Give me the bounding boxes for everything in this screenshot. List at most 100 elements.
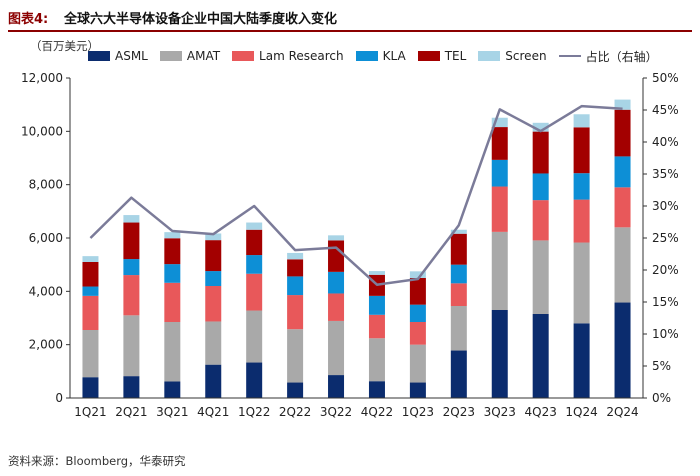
legend-item-lam: Lam Research — [232, 49, 344, 63]
figure-title: 全球六大半导体设备企业中国大陆季度收入变化 — [64, 12, 338, 27]
bar-asml — [287, 382, 304, 398]
unit-label: （百万美元） — [30, 39, 99, 53]
bar-asml — [573, 323, 590, 398]
bar-kla — [287, 276, 304, 296]
bar-screen — [123, 215, 140, 223]
bar-asml — [246, 362, 263, 398]
bar-tel — [491, 127, 508, 160]
bar-screen — [614, 99, 631, 110]
legend-label-screen: Screen — [505, 49, 547, 63]
legend-label-amat: AMAT — [186, 49, 221, 63]
bar-kla — [532, 173, 549, 201]
bar-amat — [328, 320, 345, 376]
bar-screen — [532, 122, 549, 132]
bar-kla — [205, 271, 222, 286]
chart-legend: ASML AMAT Lam Research KLA TEL Screen 占比… — [88, 47, 670, 65]
bar-screen — [368, 271, 385, 275]
y-left-tick-label: 4,000 — [29, 284, 63, 298]
bar-lam-research — [573, 199, 590, 243]
bar-screen — [164, 232, 181, 239]
y-left-tick-label: 12,000 — [21, 71, 63, 85]
bar-screen — [246, 222, 263, 230]
bar-lam-research — [532, 200, 549, 241]
bar-asml — [164, 381, 181, 398]
y-right-tick-label: 25% — [652, 231, 679, 245]
bar-amat — [82, 330, 99, 378]
bar-asml — [368, 381, 385, 398]
bar-kla — [164, 264, 181, 283]
bar-asml — [123, 376, 140, 398]
bar-screen — [287, 252, 304, 260]
y-right-tick-label: 35% — [652, 167, 679, 181]
y-left-tick-label: 2,000 — [29, 338, 63, 352]
bar-screen — [205, 233, 222, 241]
bar-screen — [573, 114, 590, 128]
x-tick-label: 3Q21 — [156, 405, 188, 419]
y-right-tick-label: 40% — [652, 135, 679, 149]
legend-item-amat: AMAT — [159, 49, 221, 63]
legend-swatch-tel — [417, 51, 440, 61]
x-tick-label: 1Q22 — [238, 405, 270, 419]
bar-tel — [573, 127, 590, 174]
bar-screen — [82, 256, 99, 262]
legend-swatch-lam — [232, 51, 255, 61]
bar-asml — [532, 314, 549, 398]
y-left-tick-label: 0 — [55, 391, 63, 405]
bar-lam-research — [246, 273, 263, 311]
bar-amat — [491, 231, 508, 310]
x-tick-label: 2Q24 — [606, 405, 638, 419]
legend-item-screen: Screen — [478, 49, 547, 63]
bar-lam-research — [82, 295, 99, 330]
bar-lam-research — [614, 187, 631, 228]
bar-amat — [123, 315, 140, 377]
y-left-tick-label: 6,000 — [29, 231, 63, 245]
x-tick-label: 2Q21 — [115, 405, 147, 419]
bar-kla — [368, 295, 385, 315]
bar-tel — [614, 109, 631, 157]
bar-lam-research — [450, 283, 467, 306]
bar-kla — [573, 173, 590, 200]
bar-asml — [82, 377, 99, 398]
legend-swatch-screen — [478, 51, 501, 61]
y-right-tick-label: 15% — [652, 295, 679, 309]
bar-screen — [409, 271, 426, 278]
bar-asml — [450, 350, 467, 398]
bar-tel — [205, 240, 222, 272]
bar-lam-research — [409, 322, 426, 345]
bar-amat — [573, 242, 590, 324]
bar-kla — [491, 159, 508, 187]
bar-tel — [532, 131, 549, 174]
y-left-tick-label: 8,000 — [29, 178, 63, 192]
bar-lam-research — [328, 293, 345, 321]
legend-item-asml: ASML — [88, 49, 148, 63]
bar-screen — [450, 229, 467, 234]
share-line — [89, 104, 623, 286]
figure-header: 图表4: 全球六大半导体设备企业中国大陆季度收入变化 — [8, 4, 692, 32]
bar-amat — [450, 306, 467, 351]
bar-tel — [164, 238, 181, 265]
bar-tel — [287, 259, 304, 277]
bar-amat — [205, 321, 222, 365]
bar-kla — [409, 304, 426, 322]
legend-label-asml: ASML — [115, 49, 148, 63]
bar-amat — [368, 338, 385, 382]
x-tick-label: 1Q21 — [74, 405, 106, 419]
y-left-tick-label: 10,000 — [21, 124, 63, 138]
y-right-tick-label: 5% — [652, 359, 671, 373]
bar-kla — [614, 156, 631, 188]
bar-kla — [82, 286, 99, 296]
bar-lam-research — [164, 282, 181, 322]
y-right-tick-label: 0% — [652, 391, 671, 405]
y-right-tick-label: 20% — [652, 263, 679, 277]
x-tick-label: 4Q23 — [524, 405, 556, 419]
bar-screen — [491, 117, 508, 128]
bar-asml — [409, 382, 426, 398]
y-right-tick-label: 10% — [652, 327, 679, 341]
figure-label: 图表4: — [8, 12, 49, 27]
bar-amat — [409, 344, 426, 383]
bar-kla — [328, 271, 345, 294]
bar-lam-research — [287, 295, 304, 330]
bar-tel — [246, 229, 263, 256]
legend-swatch-kla — [355, 51, 378, 61]
x-tick-label: 3Q22 — [320, 405, 352, 419]
